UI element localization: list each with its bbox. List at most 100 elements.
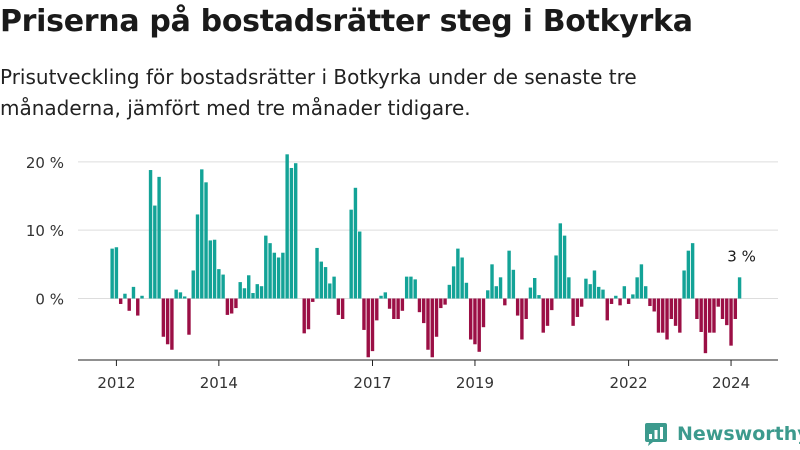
bar: [212, 239, 217, 299]
bar: [622, 286, 627, 299]
bar: [575, 298, 580, 317]
x-tick-label: 2022: [610, 374, 648, 392]
bar: [247, 275, 251, 299]
bar: [306, 298, 311, 330]
bar: [515, 298, 520, 316]
brand-name: Newsworthy: [677, 423, 800, 445]
bar: [656, 298, 661, 333]
bar: [618, 298, 622, 306]
bar: [302, 298, 306, 334]
bar: [614, 295, 618, 299]
bar: [490, 264, 494, 299]
bar: [319, 261, 323, 299]
bar: [451, 266, 456, 299]
bar: [153, 205, 157, 299]
bar: [264, 235, 268, 299]
chart-subtitle: Prisutveckling för bostadsrätter i Botky…: [0, 65, 637, 120]
bar: [507, 250, 511, 299]
bar: [562, 235, 567, 299]
bar: [695, 298, 699, 319]
bar: [272, 252, 277, 299]
bar: [315, 247, 319, 299]
bar: [648, 298, 652, 307]
bar: [669, 298, 673, 319]
bar: [426, 298, 430, 350]
bar: [447, 284, 452, 299]
bar: [281, 252, 285, 299]
bar: [392, 298, 396, 319]
bar: [699, 298, 703, 332]
bar: [661, 298, 665, 333]
bar: [366, 298, 370, 358]
bar: [238, 282, 242, 299]
bar: [439, 298, 443, 309]
bar: [375, 298, 379, 321]
bar: [157, 176, 161, 299]
bar: [511, 269, 516, 299]
y-tick-label: 20 %: [26, 154, 64, 172]
bar: [690, 243, 695, 299]
bar: [626, 298, 631, 304]
bar: [110, 248, 114, 299]
bar: [422, 298, 426, 324]
bar: [234, 298, 238, 309]
bar: [503, 298, 507, 306]
bar: [165, 298, 170, 345]
bar: [200, 169, 204, 299]
bar: [716, 298, 720, 307]
bar: [353, 187, 358, 299]
bar: [733, 298, 738, 319]
bar: [289, 167, 294, 299]
bar: [242, 288, 247, 299]
bar: [118, 298, 123, 304]
brand[interactable]: Newsworthy: [644, 420, 800, 448]
bar: [383, 292, 388, 299]
y-tick-label: 10 %: [26, 222, 64, 240]
bar: [473, 298, 477, 345]
bar: [217, 269, 221, 299]
x-tick-label: 2024: [712, 374, 750, 392]
bar: [533, 278, 537, 299]
bar: [550, 298, 554, 311]
bar: [328, 283, 332, 299]
bar: [737, 277, 742, 299]
bar: [161, 298, 166, 337]
bar: [268, 243, 272, 299]
bar: [349, 209, 353, 299]
bar: [131, 286, 136, 299]
bar: [183, 296, 187, 299]
bar: [174, 289, 178, 299]
bar: [708, 298, 712, 333]
bar: [204, 182, 208, 299]
bar: [567, 277, 571, 299]
bar: [528, 287, 533, 299]
bar: [417, 298, 422, 313]
bar: [170, 298, 174, 350]
bar: [665, 298, 669, 340]
bar: [259, 286, 264, 299]
bar: [541, 298, 545, 333]
bar: [631, 294, 635, 299]
bar: [136, 298, 140, 316]
x-tick-label: 2017: [353, 374, 391, 392]
bar: [413, 279, 417, 299]
bar: [673, 298, 678, 326]
bar: [486, 290, 490, 299]
bar: [464, 282, 469, 299]
bar: [460, 257, 464, 299]
bar: [686, 250, 691, 299]
bar: [652, 298, 656, 312]
bar: [430, 298, 434, 358]
newsworthy-logo-icon: [645, 423, 667, 446]
bar: [729, 298, 733, 346]
bar: [520, 298, 524, 340]
bar: [635, 277, 639, 299]
bar: [370, 298, 375, 352]
bar: [703, 298, 708, 354]
y-tick-label: 0 %: [35, 291, 64, 309]
bar: [498, 277, 503, 299]
bar: [195, 214, 200, 299]
bar: [362, 298, 366, 330]
bar: [678, 298, 682, 333]
bar: [477, 298, 481, 352]
